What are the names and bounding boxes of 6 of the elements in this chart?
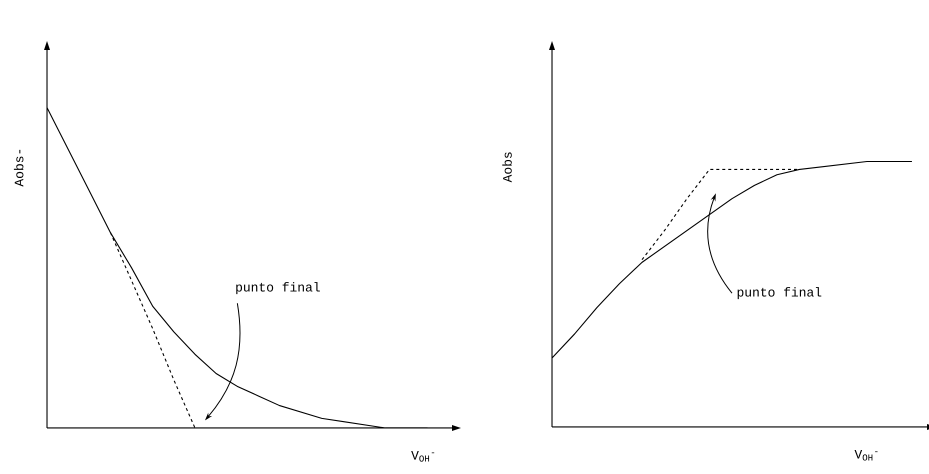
y-axis-title: Aobs- <box>14 150 24 187</box>
x-axis-title: V$_{OH}$- <box>411 451 434 462</box>
annotation: punto final <box>738 287 822 300</box>
y-axis-title: Aobs <box>502 152 512 182</box>
x-axis-title: V$_{OH}$- <box>854 450 878 461</box>
annotation: punto final <box>236 282 320 294</box>
